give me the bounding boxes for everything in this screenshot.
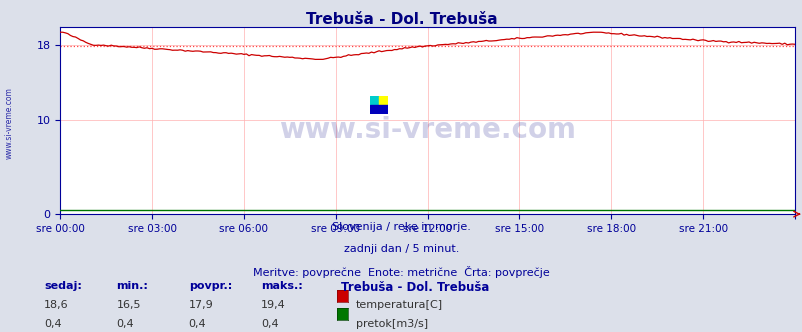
Text: www.si-vreme.com: www.si-vreme.com [279,116,575,144]
Text: 0,4: 0,4 [261,319,278,329]
Text: sedaj:: sedaj: [44,281,82,290]
Text: 0,4: 0,4 [116,319,134,329]
Text: temperatura[C]: temperatura[C] [355,300,442,310]
Text: Trebuša - Dol. Trebuša: Trebuša - Dol. Trebuša [341,281,489,293]
Bar [370,96,379,105]
Text: pretok[m3/s]: pretok[m3/s] [355,319,427,329]
Bar [370,105,387,114]
Text: 0,4: 0,4 [44,319,62,329]
Text: 17,9: 17,9 [188,300,213,310]
Text: Slovenija / reke in morje.: Slovenija / reke in morje. [332,222,470,232]
Text: 16,5: 16,5 [116,300,141,310]
Text: Meritve: povprečne  Enote: metrične  Črta: povprečje: Meritve: povprečne Enote: metrične Črta:… [253,266,549,278]
Text: povpr.:: povpr.: [188,281,232,290]
Text: Trebuša - Dol. Trebuša: Trebuša - Dol. Trebuša [306,12,496,27]
Bar [379,96,387,105]
Text: zadnji dan / 5 minut.: zadnji dan / 5 minut. [343,244,459,254]
Text: 19,4: 19,4 [261,300,286,310]
Text: 0,4: 0,4 [188,319,206,329]
Text: maks.:: maks.: [261,281,302,290]
Text: 18,6: 18,6 [44,300,69,310]
Text: www.si-vreme.com: www.si-vreme.com [5,87,14,159]
Text: min.:: min.: [116,281,148,290]
